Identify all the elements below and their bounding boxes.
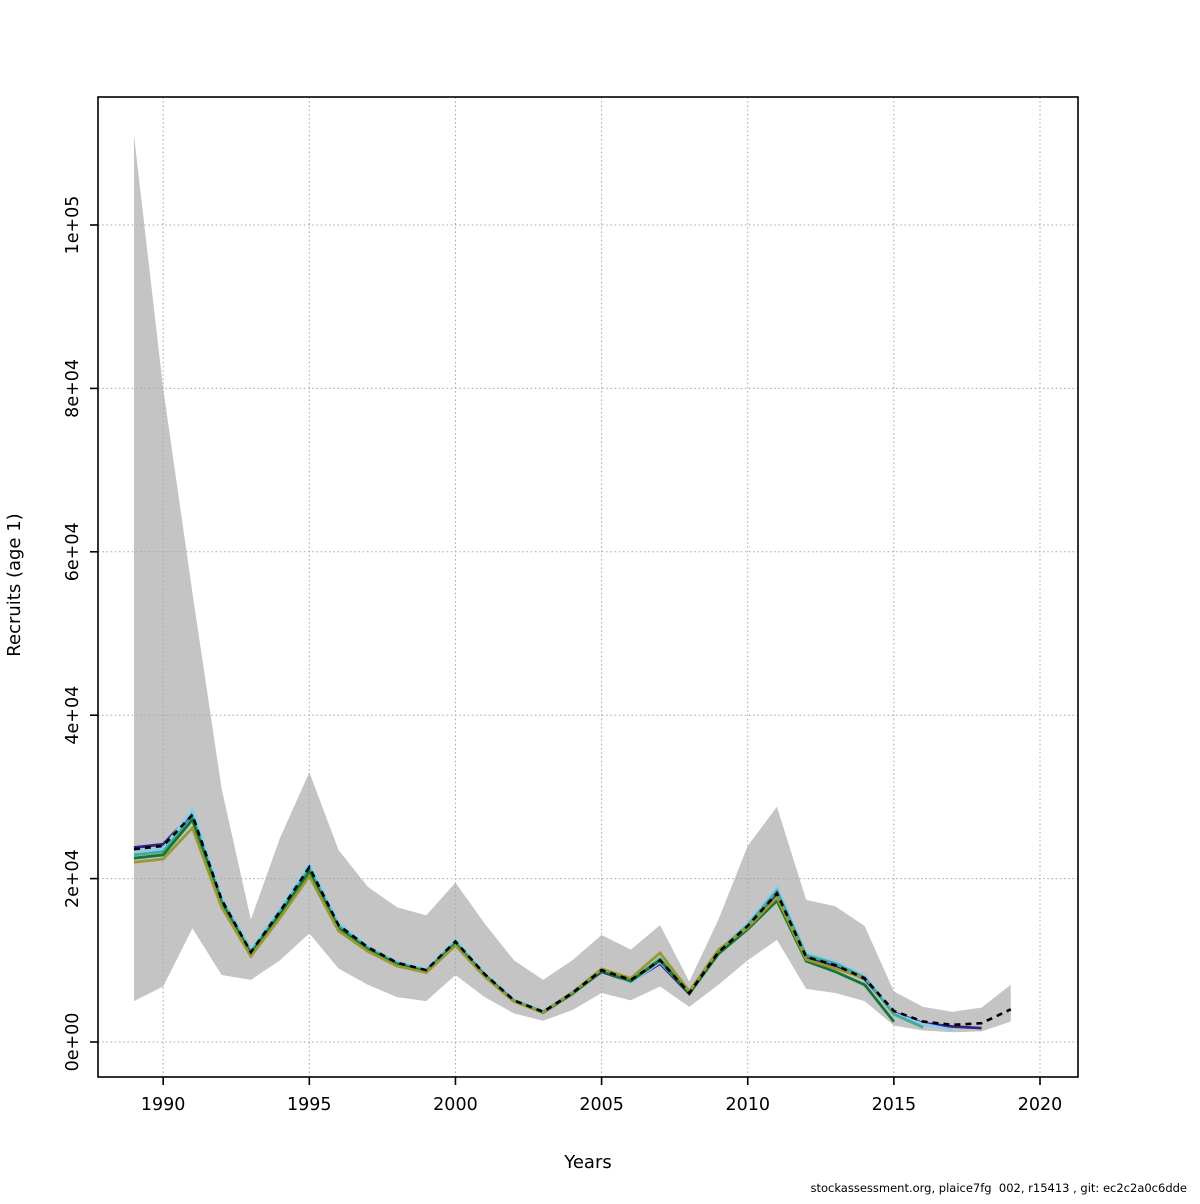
x-axis-tick-label: 2015 bbox=[872, 1095, 917, 1115]
y-axis-tick-label: 1e+05 bbox=[63, 196, 83, 255]
x-axis-title: Years bbox=[563, 1152, 612, 1173]
band-layer bbox=[133, 135, 1011, 1033]
series-line-retro-peel-2014 bbox=[133, 825, 866, 1014]
plot-border bbox=[97, 96, 1079, 1078]
axis-tick-layer: 1990 1995 2000 2005 2010 2015 2020 0e+00 2e+04 4e… bbox=[63, 196, 1062, 1115]
x-axis-tick-label: 2000 bbox=[433, 1095, 478, 1115]
y-axis-tick-label: 2e+04 bbox=[63, 849, 83, 908]
x-axis-tick-label: 2010 bbox=[725, 1095, 770, 1115]
footer-attribution: stockassessment.org, plaice7fg 002, r154… bbox=[810, 1181, 1187, 1195]
y-axis-title: Recruits (age 1) bbox=[4, 513, 25, 656]
x-axis-tick-label: 1990 bbox=[141, 1095, 186, 1115]
y-axis-tick-label: 6e+04 bbox=[63, 522, 83, 581]
series-layer bbox=[133, 807, 1012, 1032]
y-axis-tick-label: 4e+04 bbox=[63, 686, 83, 745]
series-line-base-run bbox=[133, 812, 1012, 1027]
y-axis-tick-label: 0e+00 bbox=[63, 1013, 83, 1072]
y-axis-tick-label: 8e+04 bbox=[63, 359, 83, 418]
x-axis-tick-label: 2020 bbox=[1018, 1095, 1063, 1115]
x-axis-tick-label: 1995 bbox=[287, 1095, 332, 1115]
confidence-band bbox=[133, 135, 1011, 1033]
x-axis-tick-label: 2005 bbox=[579, 1095, 624, 1115]
